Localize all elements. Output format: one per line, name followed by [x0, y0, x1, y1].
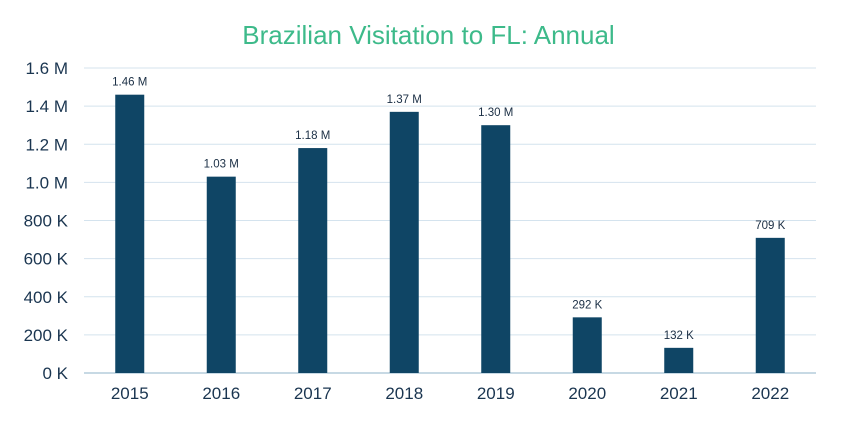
- bar: [115, 94, 145, 373]
- data-label: 292 K: [572, 299, 602, 311]
- y-tick-label: 800 K: [24, 212, 69, 231]
- data-label: 1.03 M: [204, 159, 239, 171]
- bar: [481, 125, 511, 373]
- chart-title: Brazilian Visitation to FL: Annual: [242, 20, 615, 50]
- x-tick-label: 2016: [202, 384, 240, 403]
- bar: [755, 237, 785, 373]
- y-tick-label: 1.6 M: [25, 59, 68, 78]
- bar: [206, 176, 236, 373]
- y-tick-label: 0 K: [42, 364, 68, 383]
- bar: [572, 317, 602, 373]
- bar: [389, 111, 419, 373]
- x-tick-label: 2020: [568, 384, 606, 403]
- y-tick-label: 400 K: [24, 288, 69, 307]
- x-tick-label: 2017: [294, 384, 332, 403]
- y-tick-label: 1.0 M: [25, 173, 68, 192]
- data-label: 1.37 M: [387, 94, 422, 106]
- y-tick-label: 200 K: [24, 326, 69, 345]
- x-tick-label: 2021: [660, 384, 698, 403]
- y-tick-label: 1.2 M: [25, 135, 68, 154]
- data-label: 709 K: [755, 220, 785, 232]
- data-label: 132 K: [664, 330, 694, 342]
- bar: [298, 148, 328, 373]
- data-label: 1.46 M: [112, 77, 147, 89]
- x-tick-label: 2018: [385, 384, 423, 403]
- y-tick-label: 1.4 M: [25, 97, 68, 116]
- data-label: 1.18 M: [295, 130, 330, 142]
- y-tick-label: 600 K: [24, 250, 69, 269]
- bar: [664, 347, 694, 373]
- x-tick-label: 2022: [751, 384, 789, 403]
- data-label: 1.30 M: [478, 107, 513, 119]
- x-tick-label: 2019: [477, 384, 515, 403]
- x-tick-label: 2015: [111, 384, 149, 403]
